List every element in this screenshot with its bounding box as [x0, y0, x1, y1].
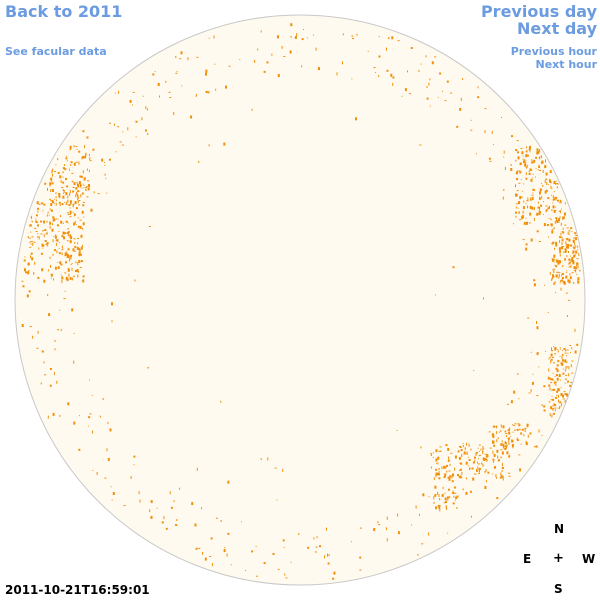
compass-south-label: S: [554, 582, 563, 596]
back-to-year-link[interactable]: Back to 2011: [5, 2, 123, 21]
facular-spots: [21, 23, 581, 580]
compass-east-label: E: [523, 552, 532, 566]
observation-timestamp: 2011-10-21T16:59:01: [5, 583, 150, 597]
previous-hour-link[interactable]: Previous hour: [510, 45, 597, 58]
previous-day-link[interactable]: Previous day: [480, 2, 597, 21]
compass-west-label: W: [582, 552, 596, 566]
next-day-link[interactable]: Next day: [517, 19, 597, 38]
see-facular-data-link[interactable]: See facular data: [5, 45, 107, 58]
compass-center-icon: +: [553, 551, 564, 566]
compass-north-label: N: [554, 522, 565, 536]
solar-disk-icon: [14, 14, 586, 586]
next-hour-link[interactable]: Next hour: [535, 58, 598, 71]
